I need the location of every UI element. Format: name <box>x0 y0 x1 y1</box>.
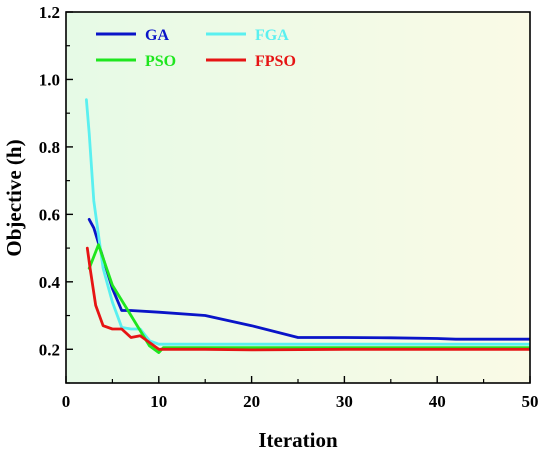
legend-label-fga: FGA <box>255 27 289 44</box>
y-tick-label: 0.8 <box>39 138 60 157</box>
y-axis-title: Objective (h) <box>2 139 26 256</box>
y-tick-label: 1.0 <box>39 70 60 89</box>
x-tick-label: 0 <box>62 392 71 411</box>
x-tick-label: 30 <box>336 392 353 411</box>
x-axis-title: Iteration <box>258 428 338 452</box>
y-tick-label: 1.2 <box>39 3 60 22</box>
x-tick-label: 50 <box>522 392 539 411</box>
legend: GA FGA PSO FPSO <box>96 27 296 70</box>
x-tick-label: 10 <box>150 392 167 411</box>
y-tick-label: 0.2 <box>39 340 60 359</box>
series-layer <box>85 98 530 355</box>
y-tick-label: 0.6 <box>39 205 60 224</box>
series-line-fpso <box>85 246 530 352</box>
legend-label-fpso: FPSO <box>255 53 296 70</box>
tick-layer: 0 10 20 30 40 50 0.2 0.4 0.6 0.8 1.0 1.2 <box>39 3 539 411</box>
x-tick-label: 40 <box>429 392 446 411</box>
legend-label-pso: PSO <box>145 53 176 70</box>
legend-label-ga: GA <box>145 27 169 44</box>
plot-background <box>66 12 530 383</box>
y-tick-label: 0.4 <box>39 273 61 292</box>
x-tick-label: 20 <box>243 392 260 411</box>
